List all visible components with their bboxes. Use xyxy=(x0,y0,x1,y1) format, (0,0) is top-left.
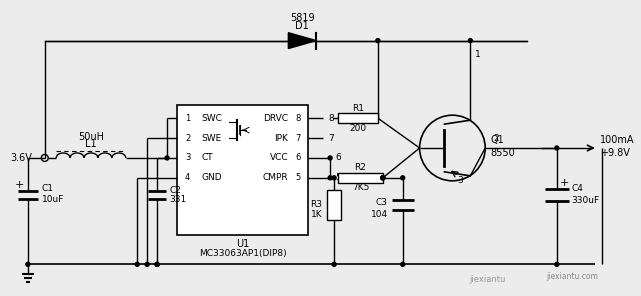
Text: 7K5: 7K5 xyxy=(352,183,369,192)
Circle shape xyxy=(381,176,385,180)
Text: 330uF: 330uF xyxy=(572,196,600,205)
Circle shape xyxy=(135,262,139,266)
Text: jiexiantu: jiexiantu xyxy=(469,275,505,284)
Circle shape xyxy=(555,262,559,266)
Text: U1: U1 xyxy=(236,239,249,250)
Text: DRVC: DRVC xyxy=(263,114,288,123)
Text: 50uH: 50uH xyxy=(78,132,104,142)
Text: C1: C1 xyxy=(42,184,54,193)
Text: 331: 331 xyxy=(169,195,187,204)
Circle shape xyxy=(332,262,336,266)
Circle shape xyxy=(381,176,385,180)
Text: GND: GND xyxy=(202,173,222,182)
Text: D1: D1 xyxy=(296,21,309,31)
Bar xyxy=(338,113,378,123)
Text: 104: 104 xyxy=(370,210,388,219)
Text: 7: 7 xyxy=(295,133,300,143)
Text: +: + xyxy=(15,180,24,190)
Text: 7: 7 xyxy=(328,133,334,143)
Text: +: + xyxy=(560,178,569,188)
Circle shape xyxy=(26,262,30,266)
Text: IPK: IPK xyxy=(274,133,288,143)
Circle shape xyxy=(555,146,559,150)
Text: 1: 1 xyxy=(475,50,481,59)
Text: 2: 2 xyxy=(493,133,499,143)
Text: 3.6V: 3.6V xyxy=(10,153,32,163)
Polygon shape xyxy=(288,33,316,49)
Circle shape xyxy=(155,262,159,266)
Text: 5: 5 xyxy=(335,173,341,182)
Text: L1: L1 xyxy=(85,139,97,149)
Text: 5819: 5819 xyxy=(290,13,315,23)
Bar xyxy=(338,173,383,183)
Text: 3: 3 xyxy=(185,153,190,163)
Text: C4: C4 xyxy=(572,184,583,193)
Circle shape xyxy=(469,38,472,43)
Text: 8550: 8550 xyxy=(490,148,515,158)
Text: 3: 3 xyxy=(458,176,463,185)
Text: 5: 5 xyxy=(295,173,300,182)
Circle shape xyxy=(332,176,336,180)
Text: 2: 2 xyxy=(185,133,190,143)
Circle shape xyxy=(165,156,169,160)
Circle shape xyxy=(401,176,404,180)
Text: 8: 8 xyxy=(328,114,334,123)
Circle shape xyxy=(376,38,380,43)
Text: R1: R1 xyxy=(352,104,364,113)
Text: +9.8V: +9.8V xyxy=(599,148,629,158)
Circle shape xyxy=(155,262,159,266)
Text: VCC: VCC xyxy=(270,153,288,163)
Text: jiexiantu.com: jiexiantu.com xyxy=(545,272,597,281)
Text: 8: 8 xyxy=(295,114,300,123)
Bar xyxy=(327,190,341,220)
Text: 10uF: 10uF xyxy=(42,195,64,204)
Text: C2: C2 xyxy=(169,186,181,195)
Text: 4: 4 xyxy=(185,173,190,182)
Text: 100mA: 100mA xyxy=(599,135,634,145)
Text: MC33063AP1(DIP8): MC33063AP1(DIP8) xyxy=(199,249,287,258)
Circle shape xyxy=(145,262,149,266)
Text: 6: 6 xyxy=(335,153,341,163)
Text: SWE: SWE xyxy=(202,133,222,143)
Circle shape xyxy=(328,156,332,160)
Text: 1: 1 xyxy=(185,114,190,123)
Text: SWC: SWC xyxy=(202,114,222,123)
Text: 200: 200 xyxy=(349,124,367,133)
Text: 1K: 1K xyxy=(310,210,322,219)
Circle shape xyxy=(381,176,385,180)
Text: R2: R2 xyxy=(354,163,367,172)
Text: CT: CT xyxy=(202,153,213,163)
Text: C3: C3 xyxy=(376,198,388,207)
Text: 6: 6 xyxy=(295,153,300,163)
Text: Q1: Q1 xyxy=(490,135,504,145)
Text: CMPR: CMPR xyxy=(263,173,288,182)
Text: R3: R3 xyxy=(310,200,322,209)
Bar xyxy=(177,105,308,234)
Circle shape xyxy=(401,262,404,266)
Circle shape xyxy=(328,176,332,180)
